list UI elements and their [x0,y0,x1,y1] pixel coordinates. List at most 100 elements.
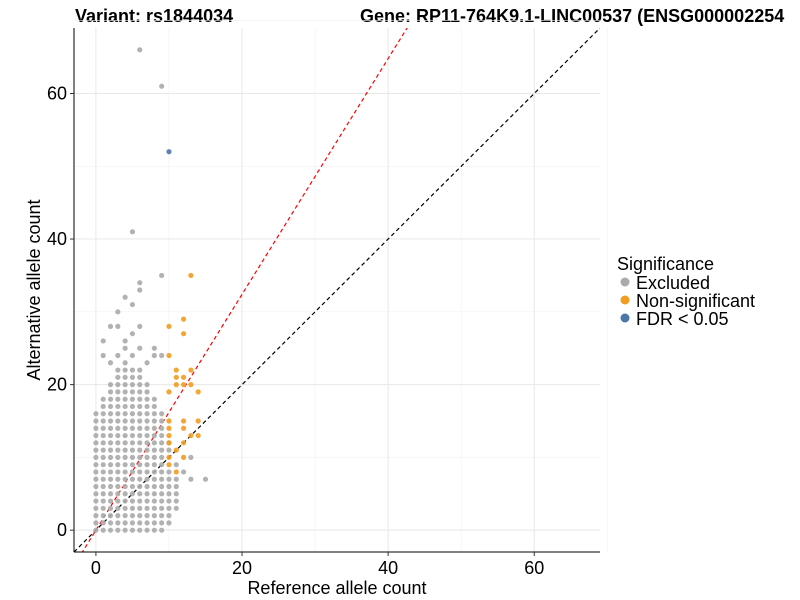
point-excluded [137,527,143,533]
point-excluded [151,425,157,431]
point-excluded [129,367,136,373]
point-excluded [159,352,165,359]
point-excluded [137,469,143,475]
point-excluded [137,425,143,431]
point-excluded [115,389,121,395]
point-excluded [129,454,136,460]
point-excluded [137,396,143,402]
point-non-significant [166,418,172,424]
point-excluded [151,527,157,533]
point-excluded [159,520,165,526]
point-non-significant [180,440,187,446]
point-excluded [173,476,179,482]
point-excluded [122,360,128,366]
point-excluded [100,403,106,410]
point-excluded [159,432,165,439]
point-excluded [122,345,128,351]
point-excluded [93,418,99,424]
point-excluded [107,411,114,417]
point-excluded [159,505,165,511]
point-excluded [115,425,121,431]
point-excluded [107,491,114,497]
point-excluded [122,418,128,424]
point-excluded [100,352,106,359]
point-excluded [144,425,150,431]
point-excluded [137,47,143,53]
point-fdr-0-05 [166,149,172,155]
point-non-significant [166,432,172,439]
point-excluded [93,411,99,417]
point-excluded [129,301,136,308]
legend-label-fdr: FDR < 0.05 [636,309,729,329]
point-excluded [129,425,136,431]
point-excluded [93,432,99,439]
point-excluded [144,491,150,497]
point-excluded [137,345,143,351]
point-excluded [122,382,128,388]
point-excluded [144,411,150,417]
point-excluded [166,498,172,504]
point-excluded [122,374,128,380]
point-excluded [129,440,136,446]
point-excluded [107,425,114,431]
x-axis-title: Reference allele count [247,578,426,598]
point-excluded [137,491,143,497]
point-excluded [107,476,114,482]
point-excluded [137,287,143,293]
x-tick-label: 0 [91,558,101,578]
point-excluded [137,367,143,373]
reference-line-identity [74,28,600,552]
reference-lines [74,28,600,552]
point-excluded [100,483,106,490]
point-excluded [115,382,121,388]
point-excluded [115,469,121,475]
point-excluded [159,425,165,431]
point-excluded [173,483,179,490]
point-excluded [129,513,136,519]
point-excluded [137,403,143,410]
point-excluded [100,469,106,475]
point-excluded [173,505,179,511]
point-non-significant [188,432,194,439]
point-excluded [122,454,128,460]
point-excluded [115,367,121,373]
point-excluded [93,505,99,511]
point-non-significant [180,425,187,431]
point-excluded [129,418,136,424]
point-excluded [129,374,136,380]
point-excluded [144,403,150,410]
point-excluded [129,447,136,453]
point-excluded [107,498,114,504]
point-excluded [115,447,121,453]
point-non-significant [195,418,201,424]
point-excluded [122,462,128,468]
point-excluded [93,469,99,475]
legend-title: Significance [617,254,714,274]
point-excluded [100,418,106,424]
chart-title-variant: Variant: rs1844034 [75,6,233,26]
point-excluded [159,513,165,519]
point-excluded [144,527,150,533]
point-excluded [115,505,121,511]
legend-label-non-significant: Non-significant [636,291,755,311]
point-excluded [107,505,114,511]
y-tick-label: 60 [47,84,67,104]
point-excluded [115,491,121,497]
point-non-significant [166,462,172,468]
point-non-significant [166,352,172,359]
point-excluded [137,280,143,286]
point-excluded [166,520,172,526]
point-excluded [137,411,143,417]
point-excluded [122,294,128,300]
point-excluded [129,483,136,490]
point-excluded [122,440,128,446]
point-excluded [122,476,128,482]
point-excluded [115,403,121,410]
legend-swatch-fdr [620,313,630,323]
point-excluded [115,374,121,380]
point-non-significant [180,374,187,380]
point-excluded [100,396,106,402]
point-excluded [151,447,157,453]
point-excluded [93,483,99,490]
point-excluded [151,513,157,519]
